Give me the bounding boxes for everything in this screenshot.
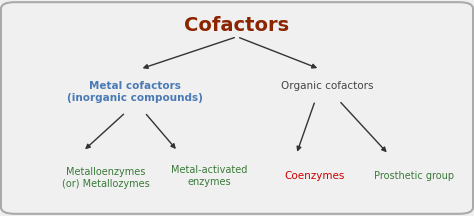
Text: Metal-activated
enzymes: Metal-activated enzymes [171, 165, 247, 187]
Text: Coenzymes: Coenzymes [284, 171, 345, 181]
Text: Prosthetic group: Prosthetic group [374, 171, 455, 181]
Text: Metal cofactors
(inorganic compounds): Metal cofactors (inorganic compounds) [67, 81, 203, 103]
Text: Cofactors: Cofactors [184, 16, 290, 35]
Text: Metalloenzymes
(or) Metallozymes: Metalloenzymes (or) Metallozymes [62, 167, 149, 189]
Text: Organic cofactors: Organic cofactors [281, 81, 374, 91]
